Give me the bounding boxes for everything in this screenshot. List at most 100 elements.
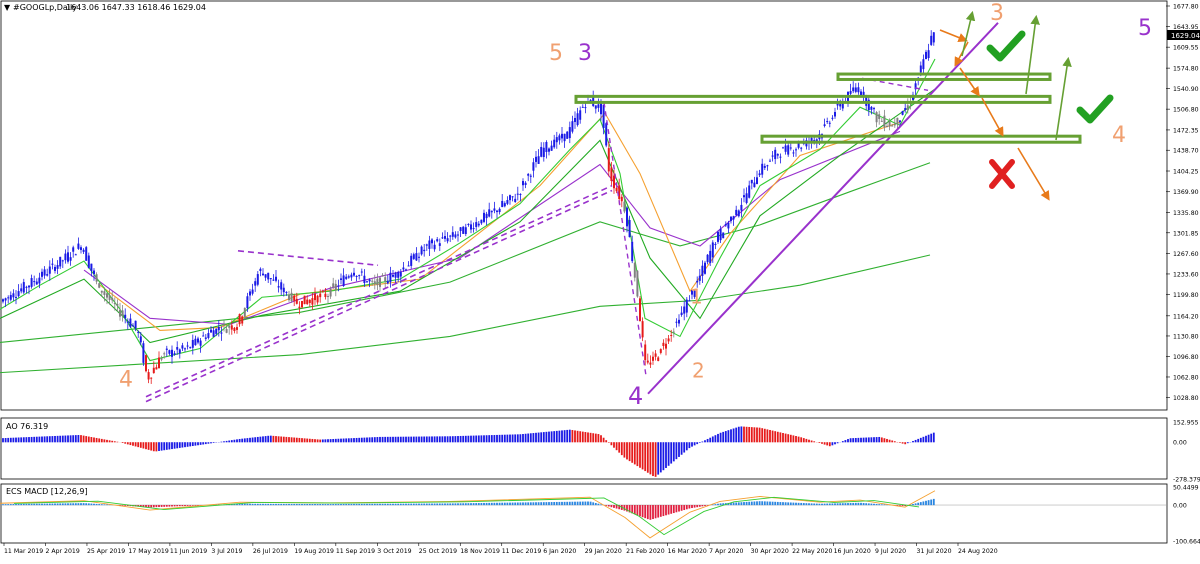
ao-bar [462,436,464,442]
macd-histogram-bar [509,503,511,506]
price-tick-label: 1335.80 [1173,210,1199,217]
macd-histogram-bar [592,502,594,505]
candle-body [200,341,202,346]
ao-bar [650,442,652,474]
ao-bar [813,441,815,442]
ao-bar [104,439,106,442]
macd-histogram-bar [78,503,80,505]
candle-body [220,332,222,333]
ao-bar [811,441,813,443]
candle-body [400,272,402,276]
macd-histogram-bar [423,504,425,506]
candle-body [174,353,176,354]
chart-menu-icon[interactable]: ▼ [4,3,11,12]
macd-histogram-bar [13,504,15,505]
ao-bar [70,435,72,442]
ao-bar [436,436,438,442]
candle-body [15,297,17,298]
ao-bar [569,430,571,443]
ao-bar [715,435,717,442]
ao-bar [605,440,607,442]
price-tick-label: 1540.90 [1173,86,1199,93]
ao-bar [707,439,709,442]
candle-body [465,227,467,234]
macd-histogram-bar [769,502,771,506]
ao-tick-label: 152.955 [1173,420,1199,427]
wave-label: 4 [119,368,133,393]
candle-body [441,237,443,238]
macd-histogram-bar [673,505,675,513]
candle-body [899,121,901,122]
macd-histogram-bar [41,504,43,505]
candle-body [20,288,22,291]
candle-body [122,310,124,316]
macd-histogram-bar [166,505,168,507]
macd-histogram-bar [322,504,324,505]
ao-bar [863,438,865,443]
ao-bar [208,442,210,443]
macd-histogram-bar [283,504,285,505]
candle-body [673,332,675,333]
ao-bar [447,436,449,442]
macd-histogram-bar [72,503,74,505]
candle-body [298,307,300,308]
candle-body [577,113,579,125]
candle-body [356,276,358,277]
macd-histogram-bar [535,502,537,505]
candle-body [616,188,618,191]
macd-histogram-bar [379,504,381,505]
macd-histogram-bar [772,502,774,505]
ao-bar [327,439,329,442]
date-tick-label: 11 Dec 2019 [502,548,542,555]
ao-bar [223,441,225,442]
macd-histogram-bar [743,502,745,505]
ao-bar [455,436,457,442]
price-tick-label: 1028.80 [1173,395,1199,402]
candle-body [657,357,659,360]
macd-histogram-bar [548,502,550,505]
macd-histogram-bar [163,505,165,507]
date-tick-label: 9 Jul 2020 [875,548,906,555]
macd-histogram-bar [694,505,696,508]
ao-bar [899,442,901,443]
ao-bar [291,437,293,442]
macd-histogram-bar [868,503,870,505]
candle-body [223,324,225,325]
ao-bar [925,436,927,443]
candle-body [527,174,529,176]
macd-histogram-bar [657,505,659,518]
date-tick-label: 7 Apr 2020 [709,548,743,555]
macd-histogram-bar [452,503,454,505]
macd-histogram-bar [106,505,108,506]
candle-body [301,301,303,307]
ao-bar [533,433,535,442]
candle-body [878,114,880,119]
ao-bar [153,442,155,451]
macd-histogram-bar [670,505,672,514]
candle-body [275,277,277,281]
candle-body [790,148,792,149]
candle-body [553,140,555,148]
ao-bar [631,442,633,463]
macd-histogram-bar [569,502,571,505]
candle-body [254,281,256,285]
ao-bar [668,442,670,466]
ao-bar [260,437,262,443]
candle-body [707,255,709,262]
ao-bar [267,436,269,443]
macd-histogram-bar [756,501,758,505]
macd-histogram-bar [23,504,25,505]
macd-histogram-bar [488,503,490,505]
candle-body [597,104,599,108]
ao-bar [158,442,160,451]
candle-body [324,294,326,297]
candle-body [727,223,729,228]
macd-histogram-bar [416,504,418,506]
ao-bar [423,437,425,443]
candle-body [696,281,698,282]
ao-bar [374,437,376,442]
macd-histogram-bar [829,504,831,506]
candle-body [413,254,415,259]
macd-histogram-bar [475,503,477,505]
ao-bar [358,438,360,442]
